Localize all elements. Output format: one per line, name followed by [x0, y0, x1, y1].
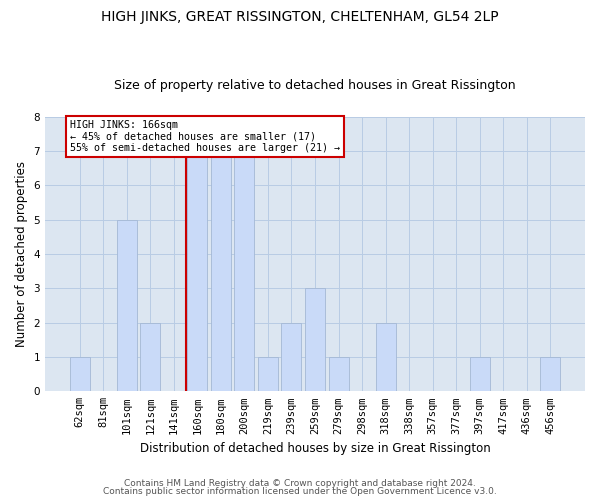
Text: Contains HM Land Registry data © Crown copyright and database right 2024.: Contains HM Land Registry data © Crown c… [124, 478, 476, 488]
Title: Size of property relative to detached houses in Great Rissington: Size of property relative to detached ho… [114, 79, 516, 92]
Bar [470, 357, 490, 392]
Bar [70, 357, 89, 392]
Bar [211, 151, 231, 392]
Y-axis label: Number of detached properties: Number of detached properties [15, 161, 28, 347]
Bar [305, 288, 325, 392]
Text: HIGH JINKS, GREAT RISSINGTON, CHELTENHAM, GL54 2LP: HIGH JINKS, GREAT RISSINGTON, CHELTENHAM… [101, 10, 499, 24]
Bar [140, 322, 160, 392]
Bar [235, 151, 254, 392]
Bar [258, 357, 278, 392]
Bar [541, 357, 560, 392]
Bar [376, 322, 395, 392]
Bar [329, 357, 349, 392]
Bar [281, 322, 301, 392]
Bar [116, 220, 137, 392]
Text: HIGH JINKS: 166sqm
← 45% of detached houses are smaller (17)
55% of semi-detache: HIGH JINKS: 166sqm ← 45% of detached hou… [70, 120, 340, 152]
Bar [187, 151, 208, 392]
X-axis label: Distribution of detached houses by size in Great Rissington: Distribution of detached houses by size … [140, 442, 490, 455]
Text: Contains public sector information licensed under the Open Government Licence v3: Contains public sector information licen… [103, 487, 497, 496]
